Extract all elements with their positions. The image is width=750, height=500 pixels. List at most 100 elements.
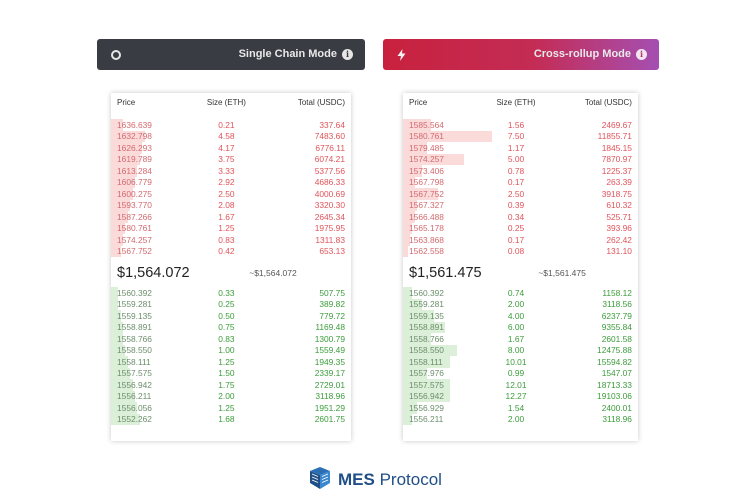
size-cell: 3.75 [218,154,235,165]
size-column-header: Size (ETH) [206,98,246,107]
size-cell: 8.00 [507,345,525,356]
size-cell: 0.21 [218,119,235,130]
info-icon[interactable]: i [342,49,353,60]
bid-row[interactable]: 1558.550 8.00 12475.88 [403,344,638,356]
bid-list: 1560.392 0.74 1158.12 1559.281 2.00 3118.56 15… [403,287,638,425]
single-chain-mode-button[interactable]: Single Chain Mode i [97,39,365,70]
size-cell: 4.17 [218,142,235,153]
bid-row[interactable]: 1558.111 10.01 15594.82 [403,356,638,368]
ask-row[interactable]: 1606.779 2.92 4686.33 [111,176,351,188]
price-cell: 1560.392 [409,287,444,298]
ask-row[interactable]: 1580.761 1.25 1975.95 [111,222,351,234]
price-cell: 1557.575 [409,379,444,390]
bid-row[interactable]: 1558.766 1.67 2601.58 [403,333,638,345]
mid-price: $1,561.475 [409,264,482,281]
size-cell: 5.00 [507,154,525,165]
ask-row[interactable]: 1567.798 0.17 263.39 [403,176,638,188]
bid-row[interactable]: 1558.891 0.75 1169.48 [111,321,351,333]
price-cell: 1593.770 [117,200,152,211]
total-cell: 507.75 [319,287,345,298]
depth-bar [111,176,135,188]
price-cell: 1556.942 [409,391,444,402]
ask-row[interactable]: 1565.178 0.25 393.96 [403,222,638,234]
bid-row[interactable]: 1556.929 1.54 2400.01 [403,402,638,414]
size-cell: 1.75 [218,379,235,390]
price-cell: 1565.178 [409,223,444,234]
bid-row[interactable]: 1558.550 1.00 1559.49 [111,344,351,356]
ask-row[interactable]: 1579.485 1.17 1845.15 [403,142,638,154]
depth-bar [111,310,121,322]
price-cell: 1560.392 [117,287,152,298]
depth-bar [111,119,123,131]
size-cell: 0.75 [218,322,235,333]
total-cell: 6074.21 [314,154,345,165]
ask-row[interactable]: 1566.488 0.34 525.71 [403,211,638,223]
size-cell: 1.56 [507,119,525,130]
ask-row[interactable]: 1567.752 0.42 653.13 [111,245,351,257]
bid-row[interactable]: 1556.211 2.00 3118.96 [111,390,351,402]
bid-row[interactable]: 1557.575 12.01 18713.33 [403,379,638,391]
price-column-header: Price [117,98,136,107]
price-cell: 1562.558 [409,246,444,257]
bid-row[interactable]: 1560.392 0.74 1158.12 [403,287,638,299]
ask-row[interactable]: 1574.257 0.83 1311.83 [111,234,351,246]
depth-bar [403,413,413,425]
depth-bar [111,390,135,402]
size-cell: 0.33 [218,287,235,298]
ask-row[interactable]: 1600.275 2.50 4000.69 [111,188,351,200]
bid-row[interactable]: 1558.766 0.83 1300.79 [111,333,351,345]
size-cell: 2.00 [218,391,235,402]
ask-row[interactable]: 1574.257 5.00 7870.97 [403,153,638,165]
ask-row[interactable]: 1567.752 2.50 3918.75 [403,188,638,200]
info-icon[interactable]: i [636,49,647,60]
bid-row[interactable]: 1558.891 6.00 9355.84 [403,321,638,333]
depth-bar [403,356,450,368]
total-cell: 7870.97 [601,154,632,165]
ask-row[interactable]: 1580.761 7.50 11855.71 [403,130,638,142]
ask-row[interactable]: 1632.798 4.58 7483.60 [111,130,351,142]
bid-row[interactable]: 1556.942 1.75 2729.01 [111,379,351,391]
ask-row[interactable]: 1563.868 0.17 262.42 [403,234,638,246]
bid-row[interactable]: 1556.211 2.00 3118.96 [403,413,638,425]
bid-row[interactable]: 1556.056 1.25 1951.29 [111,402,351,414]
ask-row[interactable]: 1626.293 4.17 6776.11 [111,142,351,154]
size-cell: 10.01 [505,356,527,367]
ask-row[interactable]: 1636.639 0.21 337.64 [111,119,351,131]
ask-row[interactable]: 1585.564 1.56 2469.67 [403,119,638,131]
bid-row[interactable]: 1557.575 1.50 2339.17 [111,367,351,379]
bid-row[interactable]: 1557.976 0.99 1547.07 [403,367,638,379]
bid-row[interactable]: 1552.262 1.68 2601.75 [111,413,351,425]
bid-row[interactable]: 1560.392 0.33 507.75 [111,287,351,299]
bid-row[interactable]: 1556.942 12.27 19103.06 [403,390,638,402]
size-cell: 3.33 [218,165,235,176]
depth-bar [403,234,411,246]
total-cell: 779.72 [319,310,345,321]
bid-row[interactable]: 1558.111 1.25 1949.35 [111,356,351,368]
ask-row[interactable]: 1567.327 0.39 610.32 [403,199,638,211]
bid-row[interactable]: 1559.135 4.00 6237.79 [403,310,638,322]
ask-row[interactable]: 1587.266 1.67 2645.34 [111,211,351,223]
total-column-header: Total (USDC) [584,98,632,107]
ask-row[interactable]: 1613.284 3.33 5377.56 [111,165,351,177]
depth-bar [111,188,133,200]
ask-row[interactable]: 1562.558 0.08 131.10 [403,245,638,257]
cross-rollup-mode-button[interactable]: Cross-rollup Mode i [383,39,659,70]
ask-row[interactable]: 1593.770 2.08 3320.30 [111,199,351,211]
price-cell: 1563.868 [409,234,444,245]
depth-bar [111,211,128,223]
size-cell: 1.25 [218,402,235,413]
size-cell: 0.50 [218,310,235,321]
total-cell: 1169.48 [315,322,345,333]
size-cell: 2.50 [507,188,525,199]
mid-price-usd: ~$1,561.475 [538,267,586,278]
bid-row[interactable]: 1559.135 0.50 779.72 [111,310,351,322]
bid-row[interactable]: 1559.281 2.00 3118.56 [403,298,638,310]
ask-row[interactable]: 1573.406 0.78 1225.37 [403,165,638,177]
size-cell: 1.54 [507,402,525,413]
total-cell: 653.13 [319,246,345,257]
total-cell: 263.39 [606,177,632,188]
depth-bar [403,333,432,345]
ask-row[interactable]: 1619.789 3.75 6074.21 [111,153,351,165]
bid-row[interactable]: 1559.281 0.25 389.82 [111,298,351,310]
depth-bar [111,245,121,257]
